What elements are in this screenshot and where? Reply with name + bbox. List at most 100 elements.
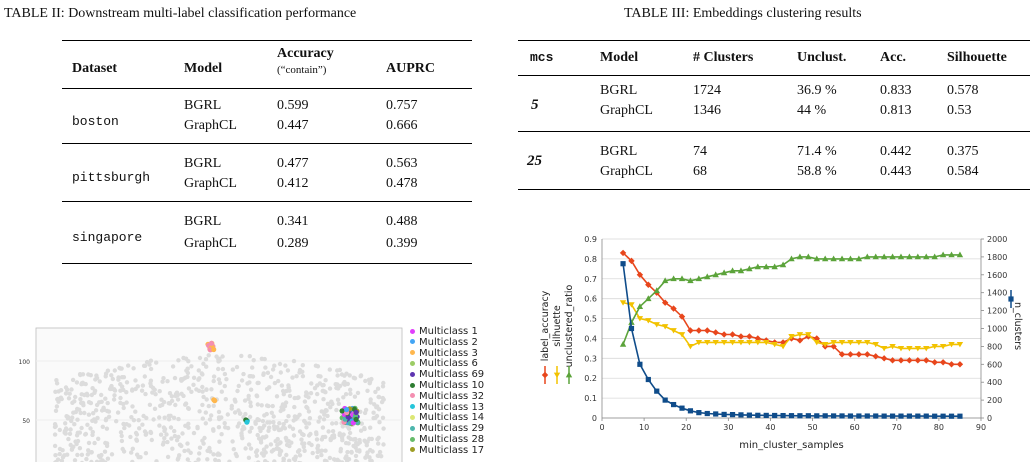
table2-auprc: 0.563 [386, 156, 418, 171]
scatter-y-tick: 100 [19, 359, 31, 366]
data-point [678, 332, 686, 338]
scatter-legend-label: Multiclass 14 [419, 412, 485, 424]
data-point [687, 327, 694, 334]
data-point [553, 372, 561, 378]
data-point [712, 340, 719, 346]
scatter-legend-label: Multiclass 28 [419, 434, 485, 445]
scatter-point [95, 415, 100, 421]
scatter-point [243, 446, 248, 451]
scatter-point [158, 432, 164, 437]
scatter-point [294, 374, 299, 379]
scatter-point [216, 366, 221, 372]
scatter-legend-label: Multiclass 10 [419, 380, 485, 391]
scatter-point [256, 417, 262, 423]
scatter-point [172, 428, 177, 434]
data-point [704, 340, 711, 346]
scatter-point [162, 428, 167, 434]
data-point [738, 412, 744, 418]
scatter-point [335, 373, 340, 378]
scatter-point [264, 411, 269, 417]
scatter-point [106, 409, 112, 414]
data-point [678, 313, 686, 320]
data-point [813, 340, 820, 346]
table3-model: GraphCL [600, 164, 653, 179]
scatter-point [159, 397, 164, 402]
data-point [679, 405, 685, 411]
scatter-point [68, 427, 73, 432]
data-point [923, 413, 929, 419]
data-point [923, 345, 930, 352]
data-point [763, 412, 769, 419]
data-point [771, 263, 778, 270]
scatter-point [283, 400, 289, 405]
x-tick-label: 70 [892, 423, 902, 432]
scatter-point [119, 375, 125, 380]
scatter-point [186, 421, 191, 426]
scatter-point [306, 421, 312, 426]
scatter-point [274, 446, 279, 451]
scatter-point [225, 425, 231, 431]
scatter-point [118, 400, 123, 406]
data-point [872, 253, 879, 260]
scatter-point [122, 425, 127, 431]
scatter-point [94, 375, 100, 381]
scatter-point [137, 426, 142, 431]
scatter-point [165, 454, 171, 460]
data-point [889, 413, 896, 419]
scatter-point [248, 403, 253, 409]
scatter-point [105, 368, 111, 373]
embedding-scatter-plot: 100 50 [19, 327, 403, 462]
table3-silhouette: 0.578 [947, 83, 979, 98]
scatter-point [300, 441, 305, 446]
scatter-point [216, 415, 222, 420]
scatter-point [217, 380, 223, 386]
data-point [931, 359, 938, 366]
scatter-point [242, 398, 248, 403]
scatter-point [282, 426, 288, 431]
scatter-point [281, 457, 286, 462]
scatter-point [330, 401, 335, 407]
scatter-point [177, 453, 182, 458]
scatter-point [287, 388, 292, 393]
scatter-point [68, 442, 73, 448]
scatter-point [196, 368, 201, 373]
scatter-point [309, 381, 314, 386]
scatter-point [297, 448, 302, 453]
table2-header-dataset: Dataset [72, 61, 118, 76]
y-right-tick-label: 0 [987, 414, 992, 423]
scatter-point [89, 450, 94, 455]
table2-model: GraphCL [184, 118, 237, 133]
legend-swatch-icon [410, 436, 415, 442]
scatter-class-point [208, 340, 214, 346]
scatter-point [319, 448, 324, 453]
scatter-point [235, 388, 240, 394]
data-point [956, 361, 964, 368]
scatter-point [286, 414, 291, 419]
scatter-point [140, 383, 146, 388]
data-point [864, 340, 871, 346]
legend-swatch-icon [410, 404, 415, 410]
scatter-class-point [353, 409, 359, 415]
scatter-point [351, 375, 356, 380]
scatter-point [279, 383, 285, 388]
scatter-point [342, 382, 348, 387]
scatter-point [105, 456, 111, 461]
scatter-point [166, 401, 171, 406]
scatter-point [83, 381, 88, 387]
data-point [653, 322, 660, 328]
data-point [712, 329, 719, 336]
table2-auprc: 0.488 [386, 214, 418, 229]
scatter-point [272, 363, 277, 368]
scatter-point [152, 406, 158, 411]
scatter-point [57, 427, 62, 433]
scatter-point [270, 403, 275, 409]
scatter-point [200, 389, 205, 394]
scatter-point [85, 422, 90, 427]
data-point [788, 413, 795, 419]
scatter-point [75, 452, 80, 458]
data-point [830, 340, 837, 346]
scatter-point [85, 452, 91, 457]
scatter-point [170, 446, 175, 451]
scatter-point [239, 378, 245, 383]
scatter-point [376, 441, 381, 446]
